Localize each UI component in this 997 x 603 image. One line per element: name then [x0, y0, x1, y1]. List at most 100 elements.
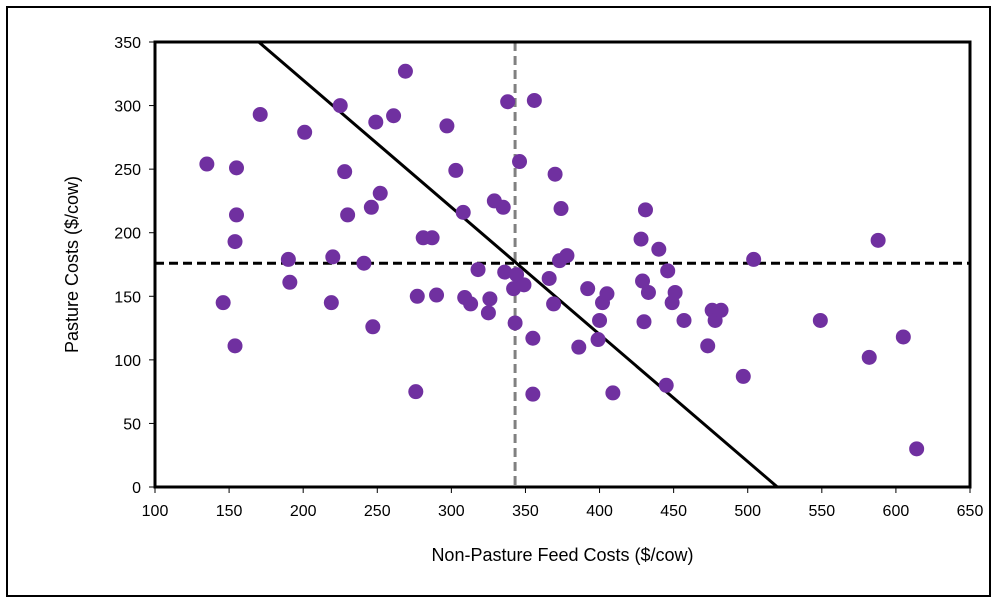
x-tick-label: 400 [586, 503, 613, 520]
data-point [580, 281, 596, 297]
data-point [356, 255, 372, 271]
data-point [455, 204, 471, 220]
data-point [480, 305, 496, 321]
x-tick-label: 600 [883, 503, 910, 520]
data-point [325, 249, 341, 265]
data-point [397, 63, 413, 79]
data-point [660, 263, 676, 279]
data-point [870, 232, 886, 248]
data-point [635, 273, 651, 289]
y-tick-label: 200 [114, 226, 141, 243]
data-point [439, 118, 455, 134]
data-point [746, 251, 762, 267]
data-point [280, 251, 296, 267]
data-point [553, 201, 569, 217]
plot-area-border [153, 40, 972, 489]
data-point [640, 284, 656, 300]
y-tick-label: 250 [114, 162, 141, 179]
data-point [525, 386, 541, 402]
x-tick-label: 350 [512, 503, 539, 520]
data-point [482, 291, 498, 307]
data-point [448, 162, 464, 178]
data-point [676, 312, 692, 328]
y-tick-label: 0 [132, 480, 141, 497]
data-point [861, 349, 877, 365]
data-point [546, 296, 562, 312]
data-point [592, 312, 608, 328]
data-point [363, 199, 379, 215]
x-tick-label: 300 [438, 503, 465, 520]
data-point [215, 295, 231, 311]
data-point [495, 199, 511, 215]
data-point [700, 338, 716, 354]
data-point [323, 295, 339, 311]
data-point [590, 332, 606, 348]
data-point [424, 230, 440, 246]
data-point [199, 156, 215, 172]
data-point [429, 287, 445, 303]
data-point [636, 314, 652, 330]
y-axis-ticks: 0 50 100 150 200 250 300 350 [114, 35, 155, 497]
data-point [667, 284, 683, 300]
data-point [372, 185, 388, 201]
data-point [507, 315, 523, 331]
data-point [512, 154, 528, 170]
x-tick-label: 150 [216, 503, 243, 520]
x-tick-label: 100 [142, 503, 169, 520]
x-tick-label: 450 [660, 503, 687, 520]
y-tick-label: 50 [123, 416, 141, 433]
data-point [229, 160, 244, 176]
x-axis-label: Non-Pasture Feed Costs ($/cow) [431, 545, 693, 565]
data-point [713, 302, 729, 318]
data-point [252, 106, 268, 122]
data-point [599, 286, 615, 302]
y-tick-label: 300 [114, 99, 141, 116]
data-point [365, 319, 381, 335]
data-point [895, 329, 911, 345]
y-tick-label: 150 [114, 289, 141, 306]
data-point [559, 248, 575, 264]
data-point [571, 339, 587, 355]
data-point [409, 288, 425, 304]
data-point [497, 264, 513, 280]
data-point [337, 164, 353, 180]
data-point [541, 270, 557, 286]
data-point [386, 108, 402, 124]
data-point [605, 385, 621, 401]
data-point [227, 234, 243, 250]
data-point [637, 202, 653, 218]
data-point [332, 98, 348, 114]
data-point [651, 241, 667, 257]
data-point [516, 277, 532, 293]
data-point [547, 166, 563, 182]
data-point [525, 330, 541, 346]
data-points [199, 63, 925, 457]
data-point [500, 94, 516, 110]
data-point [282, 274, 298, 290]
y-tick-label: 100 [114, 353, 141, 370]
data-point [368, 114, 384, 130]
data-point [909, 441, 925, 457]
x-tick-label: 250 [364, 503, 391, 520]
data-point [227, 338, 243, 354]
x-tick-label: 650 [957, 503, 984, 520]
x-tick-label: 550 [808, 503, 835, 520]
data-point [297, 124, 313, 140]
data-point [229, 207, 244, 223]
trend-line [257, 40, 779, 489]
y-axis-label: Pasture Costs ($/cow) [62, 176, 82, 353]
data-point [658, 377, 674, 393]
data-point [526, 92, 542, 108]
x-axis-ticks: 100 150 200 250 300 350 400 450 500 550 600 650 [142, 487, 984, 520]
x-tick-label: 500 [734, 503, 761, 520]
data-point [463, 296, 479, 312]
data-point [470, 262, 486, 278]
data-point [340, 207, 356, 223]
x-tick-label: 200 [290, 503, 317, 520]
data-point [735, 368, 751, 384]
data-point [633, 231, 649, 247]
data-point [812, 312, 828, 328]
chart-frame [6, 6, 991, 597]
y-tick-label: 350 [114, 35, 141, 52]
